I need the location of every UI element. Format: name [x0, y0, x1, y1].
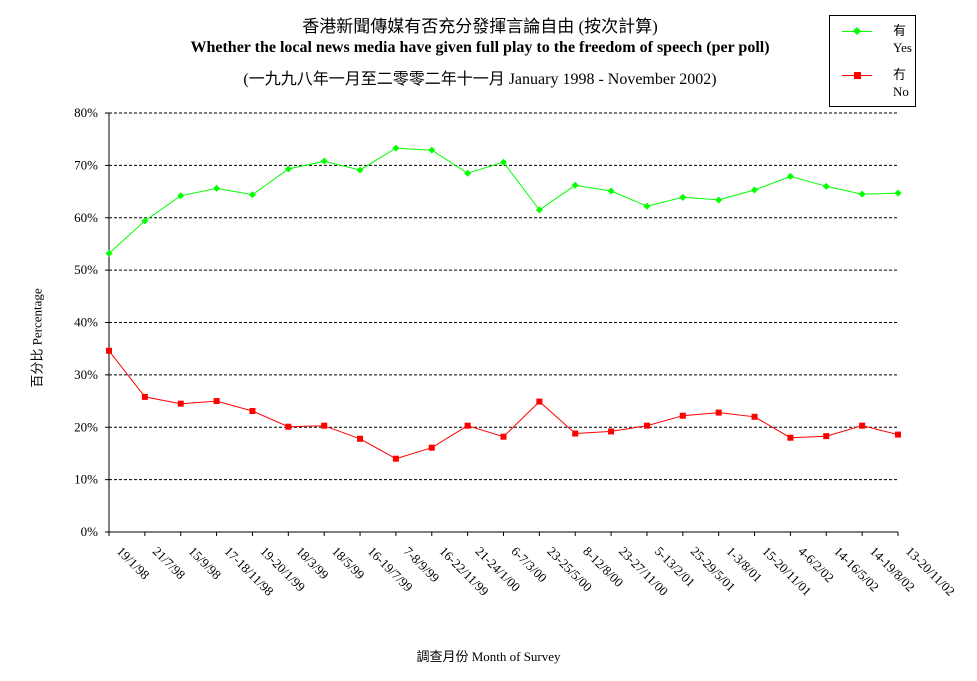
gridlines [109, 112, 898, 481]
data-point-yes [284, 165, 292, 173]
data-series [105, 144, 902, 462]
x-tick-labels: 19/1/9821/7/9815/9/9817-18/11/9819-20/1/… [114, 544, 958, 599]
y-tick-label: 10% [74, 472, 98, 487]
x-axis-label: 調查月份 Month of Survey [416, 649, 561, 664]
data-point-yes [141, 217, 149, 225]
y-tick-label: 30% [74, 367, 98, 382]
legend-item-no: 冇 No [830, 66, 915, 106]
data-point-yes [858, 190, 866, 198]
data-point-yes [177, 192, 185, 200]
y-tick-label: 20% [74, 419, 98, 434]
data-point-no [751, 413, 758, 420]
legend: 有 Yes 冇 No [829, 15, 916, 107]
data-point-yes [679, 193, 687, 201]
data-point-no [392, 455, 399, 462]
data-point-yes [464, 169, 472, 177]
data-point-no [715, 409, 722, 416]
data-point-no [285, 423, 292, 430]
data-point-no [823, 433, 830, 440]
data-point-no [464, 422, 471, 429]
series-no-line [108, 350, 899, 460]
data-point-no [321, 422, 328, 429]
data-point-no [536, 398, 543, 405]
legend-no-square-icon [854, 72, 861, 79]
y-tick-labels: 0% 10% 20% 30% 40% 50% 60% 70% 80% [74, 105, 98, 539]
data-point-yes [607, 187, 615, 195]
data-point-no [895, 431, 901, 438]
y-axis-label: 百分比 Percentage [29, 288, 45, 388]
data-point-no [106, 347, 112, 354]
legend-item-yes: 有 Yes [830, 22, 915, 62]
legend-yes-label-en: Yes [893, 40, 912, 55]
data-point-yes [428, 146, 436, 154]
data-point-yes [248, 191, 256, 199]
data-point-no [213, 398, 220, 405]
data-point-yes [786, 172, 794, 180]
legend-no-label-zh: 冇 [893, 67, 907, 82]
data-point-no [500, 433, 507, 440]
y-tick-label: 80% [74, 105, 98, 120]
axes [105, 112, 899, 536]
data-point-no [428, 444, 435, 451]
data-point-no [141, 393, 148, 400]
data-point-yes [751, 186, 759, 194]
legend-no-label-en: No [893, 84, 909, 99]
data-point-yes [643, 202, 651, 210]
data-point-yes [213, 184, 221, 192]
data-point-yes [822, 182, 830, 190]
data-point-yes [500, 158, 507, 166]
data-point-no [787, 434, 794, 441]
data-point-no [608, 428, 615, 435]
y-tick-label: 70% [74, 157, 98, 172]
data-point-no [679, 412, 686, 419]
y-tick-label: 0% [81, 524, 99, 539]
data-point-yes [535, 206, 543, 214]
data-point-no [357, 435, 364, 442]
data-point-yes [356, 166, 364, 174]
data-point-no [177, 400, 184, 407]
data-point-no [249, 408, 256, 415]
x-tick-label: 19/1/98 [114, 544, 153, 583]
data-point-no [572, 430, 579, 437]
legend-yes-label-zh: 有 [893, 23, 907, 38]
data-point-yes [571, 181, 579, 189]
x-tick-label: 21/7/98 [150, 544, 189, 583]
y-tick-label: 60% [74, 210, 98, 225]
data-point-yes [392, 144, 400, 152]
chart-title-english: Whether the local news media have given … [190, 39, 770, 56]
data-point-yes [715, 196, 723, 204]
data-point-no [859, 422, 866, 429]
data-point-yes [320, 157, 328, 165]
x-tick-label: 18/5/99 [329, 544, 368, 583]
chart-subtitle-period: (一九九八年一月至二零零二年十一月 January 1998 - Novembe… [243, 71, 717, 88]
data-point-yes [105, 249, 113, 257]
y-tick-label: 40% [74, 315, 98, 330]
y-tick-label: 50% [74, 262, 98, 277]
data-point-yes [894, 189, 902, 197]
chart-title-chinese: 香港新聞傳媒有否充分發揮言論自由 (按次計算) [302, 17, 658, 36]
data-point-no [643, 422, 650, 429]
x-tick-label: 15/9/98 [186, 544, 225, 583]
legend-yes-diamond-icon [853, 27, 861, 35]
